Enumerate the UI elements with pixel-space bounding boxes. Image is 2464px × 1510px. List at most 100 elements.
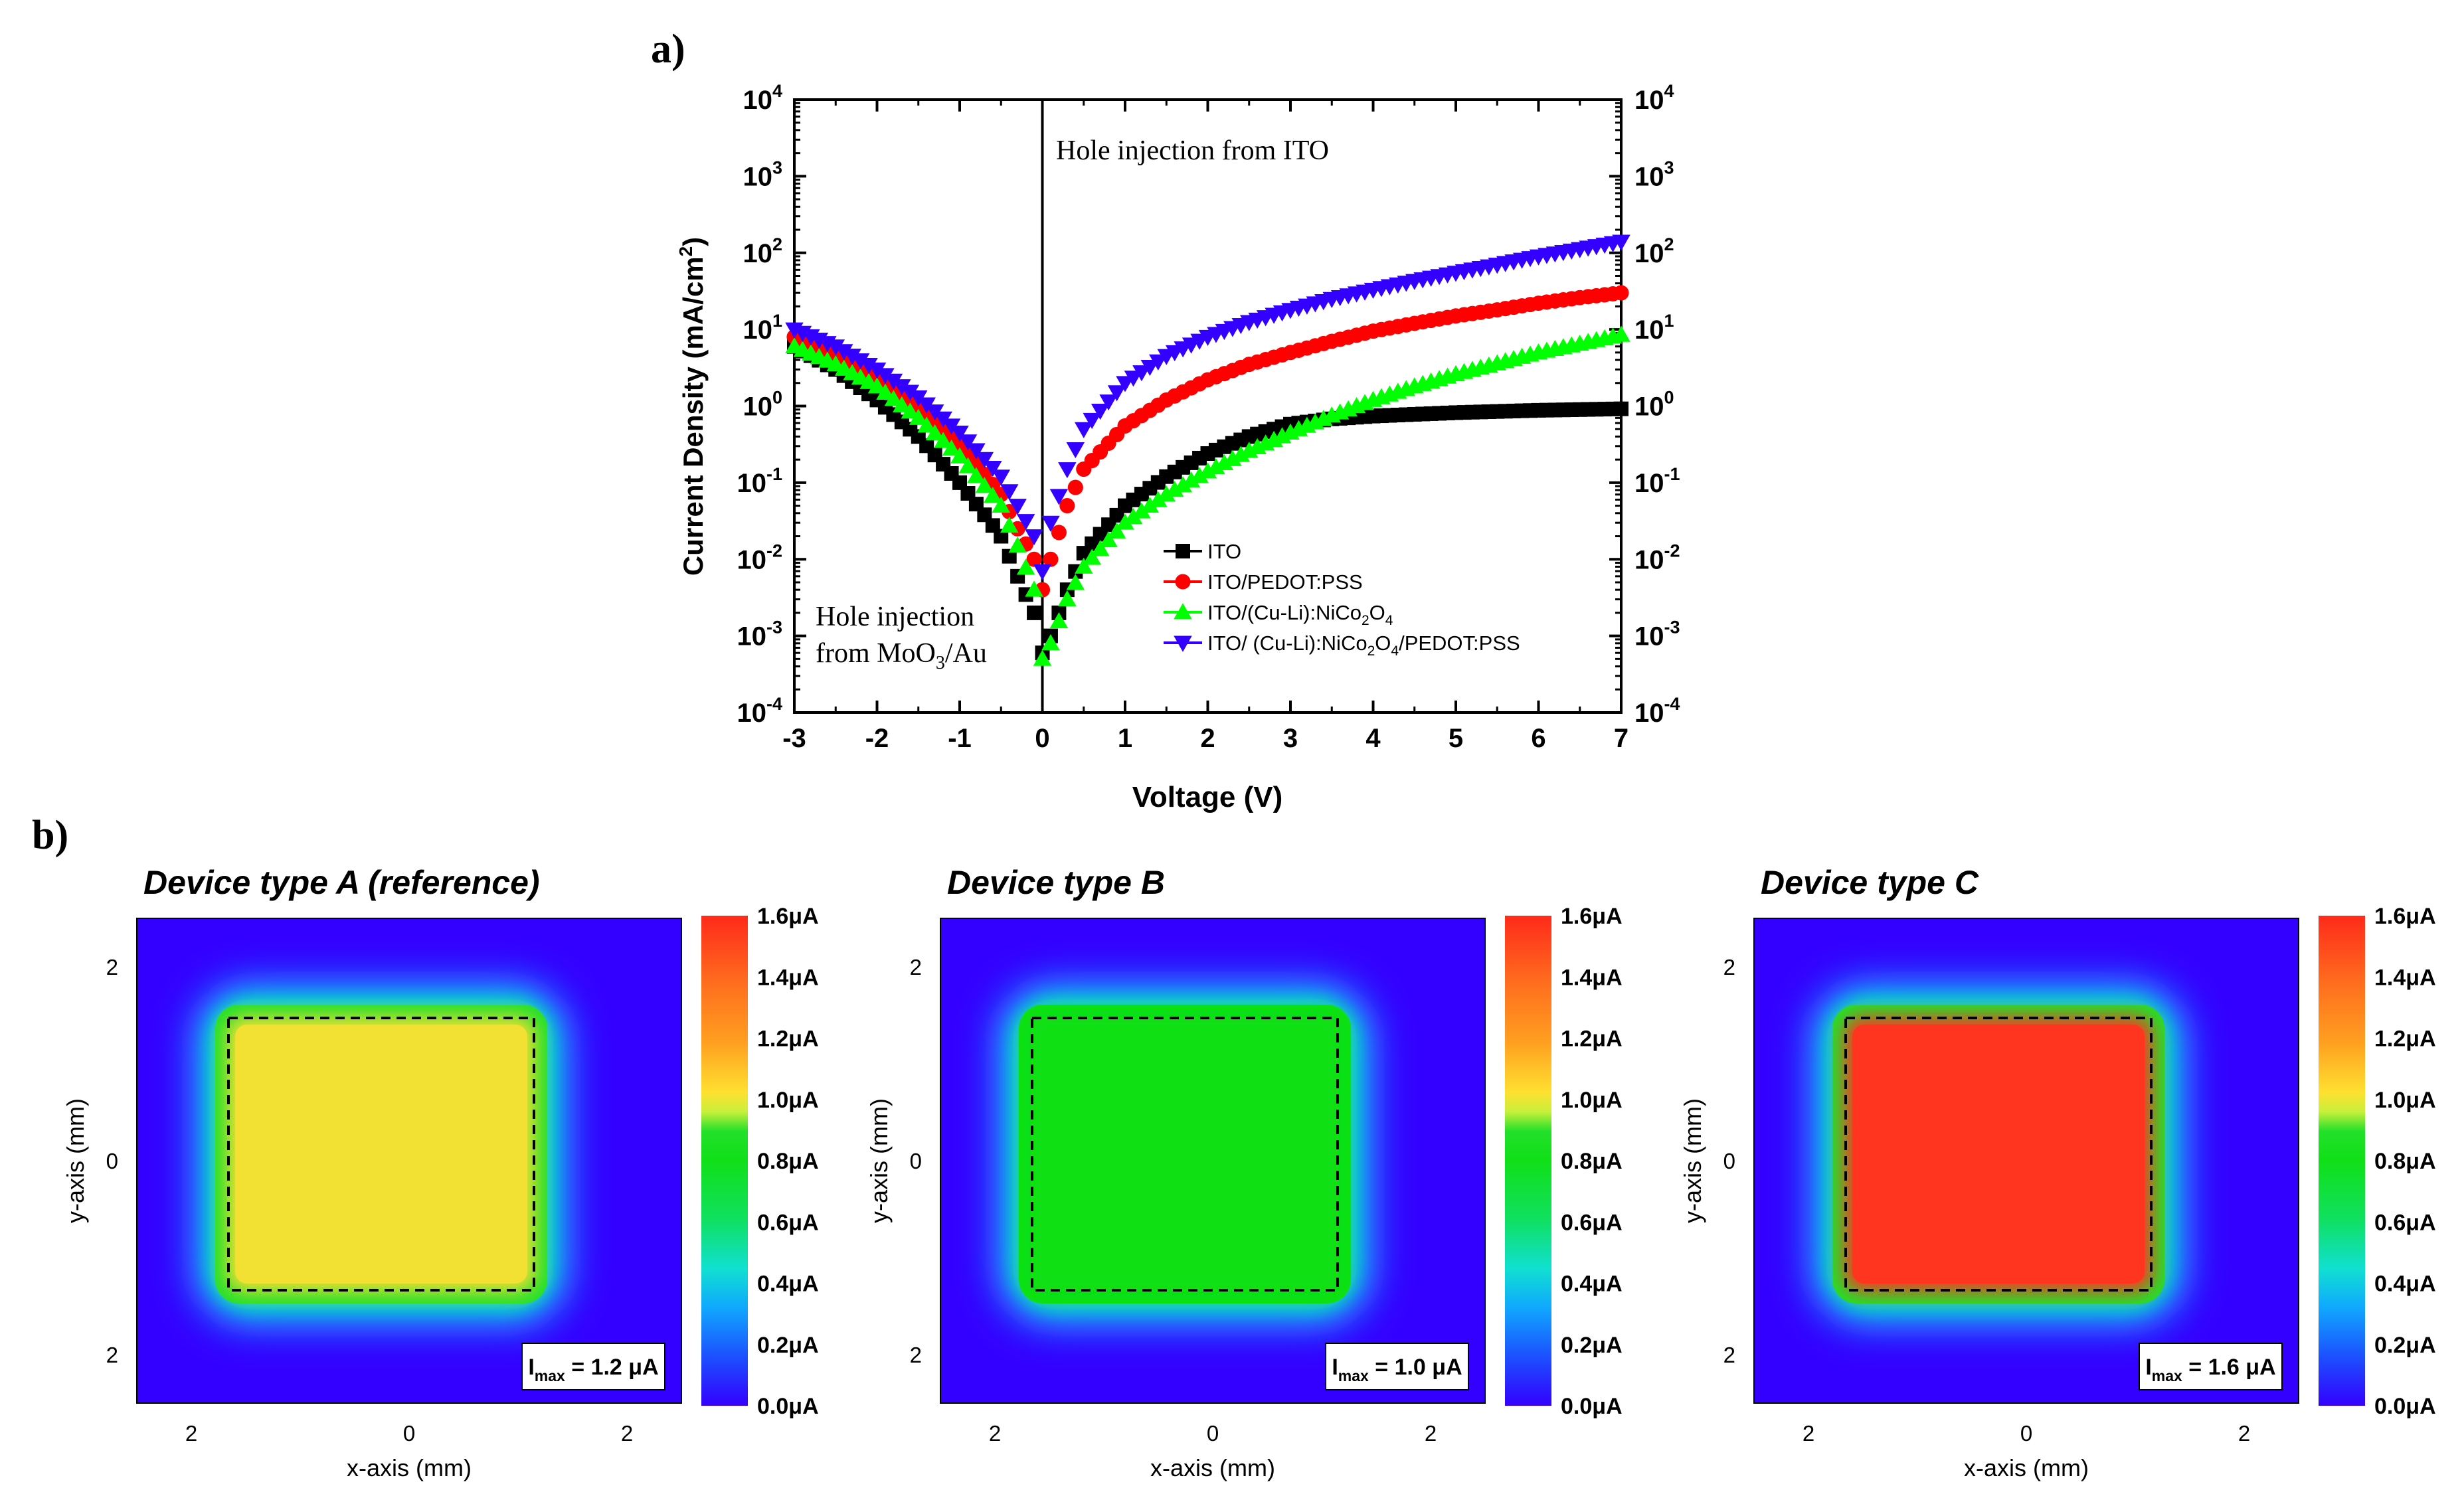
- y-tick-label-right: 10-1: [1634, 464, 1680, 498]
- heatmap-title: Device type A (reference): [143, 864, 540, 901]
- y-tick-label: 10-4: [737, 694, 782, 728]
- data-point: [958, 457, 978, 473]
- imax-label: Imax = 1.2 μA: [528, 1355, 658, 1384]
- data-point: [1165, 481, 1184, 497]
- data-point: [1612, 234, 1630, 251]
- legend-marker: [1176, 544, 1190, 558]
- imax-box: [521, 1343, 665, 1390]
- y-tick-label-right: 101: [1634, 311, 1674, 345]
- data-point: [867, 363, 887, 379]
- legend-label: ITO: [1207, 540, 1241, 563]
- y-tick-label: 103: [743, 157, 782, 191]
- data-point: [1107, 522, 1126, 539]
- y-tick-label: 10-3: [737, 618, 782, 651]
- heatmap-b: Device type B 2 0 2 x-axis (mm) 2 0 2 y-axis (mm…: [865, 864, 1623, 1481]
- y-tick-label-right: 104: [1634, 81, 1674, 115]
- data-point: [901, 402, 920, 419]
- data-point: [1058, 462, 1077, 479]
- colorbar-tick-label: 1.0μA: [757, 1088, 819, 1113]
- heatmap-core-solid: [1852, 1025, 2145, 1284]
- series-group: [785, 234, 1630, 666]
- legend-marker: [1175, 574, 1191, 590]
- data-point: [1149, 491, 1168, 507]
- heatmap-frame: [940, 918, 1486, 1404]
- colorbar-tick-label: 1.2μA: [1561, 1027, 1623, 1052]
- data-point: [1033, 564, 1052, 580]
- colorbar-tick-label: 0.0μA: [1561, 1394, 1623, 1419]
- x-tick-label: 2: [2238, 1421, 2250, 1446]
- data-point: [917, 416, 936, 433]
- colorbar-tick-label: 0.2μA: [1561, 1333, 1623, 1358]
- data-point: [1025, 580, 1043, 597]
- colorbar-tick-label: 1.4μA: [2374, 965, 2436, 990]
- data-point: [984, 487, 1002, 503]
- y-tick-label: 0: [1723, 1149, 1735, 1173]
- colorbar-tick-label: 1.2μA: [2374, 1027, 2436, 1052]
- data-point: [893, 379, 911, 396]
- data-point: [859, 358, 878, 375]
- heatmap-frame: [1753, 918, 2299, 1404]
- data-point: [1091, 540, 1110, 556]
- y-tick-label: 101: [743, 311, 782, 345]
- x-tick-label: -1: [948, 724, 972, 753]
- y-axis-label-end: ): [677, 237, 709, 246]
- data-point: [1027, 605, 1042, 620]
- x-tick-label: 0: [403, 1421, 415, 1446]
- annotation-hole-injection-moo3-line2: from MoO3/Au: [816, 638, 987, 673]
- data-point: [1091, 403, 1110, 420]
- data-point: [843, 349, 861, 365]
- x-tick-label: 0: [1035, 724, 1049, 753]
- data-point: [1174, 476, 1192, 493]
- y-tick-label-right: 100: [1634, 388, 1674, 422]
- colorbar-tick-label: 0.4μA: [2374, 1272, 2436, 1297]
- data-point: [834, 344, 853, 361]
- colorbar-tick-label: 0.8μA: [2374, 1149, 2436, 1174]
- y-tick-label: 2: [106, 1343, 118, 1367]
- data-point: [901, 384, 920, 401]
- data-point: [909, 408, 928, 425]
- annotation-hole-injection-moo3-line1: Hole injection: [816, 602, 974, 632]
- data-point: [1612, 325, 1630, 342]
- imax-label: Imax = 1.6 μA: [2145, 1355, 2275, 1384]
- y-tick-label: 0: [106, 1149, 118, 1173]
- y-tick-label: 2: [1723, 1343, 1735, 1367]
- x-tick-label: 7: [1614, 724, 1628, 753]
- y-tick-label: 104: [743, 81, 782, 115]
- data-point: [967, 467, 986, 483]
- data-point: [1041, 515, 1060, 532]
- colorbar: [701, 916, 748, 1406]
- colorbar-tick-label: 0.4μA: [1561, 1272, 1623, 1297]
- data-point: [876, 383, 895, 400]
- data-point: [1207, 458, 1225, 475]
- data-point: [1157, 485, 1176, 502]
- legend-label: ITO/PEDOT:PSS: [1207, 570, 1363, 594]
- imax-box: [1325, 1343, 1469, 1390]
- data-point: [1016, 514, 1035, 531]
- data-point: [1000, 484, 1019, 501]
- annotation-moo3-part1: from MoO: [816, 638, 936, 669]
- x-tick-label: 2: [185, 1421, 197, 1446]
- heatmap-a: Device type A (reference) 2 0 2 x-axis (mm) 2…: [62, 864, 819, 1481]
- data-point: [1116, 513, 1134, 530]
- x-tick-label: -3: [782, 724, 806, 753]
- annotation-moo3-sub: 3: [936, 653, 945, 673]
- y-tick-label-right: 103: [1634, 157, 1674, 191]
- y-axis-label-main: Current Density (mA/cm: [677, 256, 709, 576]
- data-point: [1182, 471, 1201, 488]
- data-point: [967, 443, 986, 460]
- y-axis-label: y-axis (mm): [865, 1098, 893, 1223]
- x-tick-label: 0: [1207, 1421, 1219, 1446]
- data-point: [1043, 551, 1059, 567]
- heatmap-title: Device type B: [947, 864, 1165, 901]
- data-point: [1066, 442, 1085, 459]
- heatmap-frame: [136, 918, 682, 1404]
- y-tick-label: 2: [106, 955, 118, 979]
- heatmap-c: Device type C 2 0 2 x-axis (mm) 2 0 2 y-axis (mm…: [1679, 864, 2436, 1481]
- data-point: [1051, 525, 1067, 541]
- data-point: [950, 426, 969, 442]
- y-tick-label: 2: [1723, 955, 1735, 979]
- x-axis-label: x-axis (mm): [1964, 1454, 2089, 1481]
- legend-marker: [1174, 603, 1192, 620]
- x-tick-label: 2: [1425, 1421, 1437, 1446]
- data-point: [975, 477, 994, 493]
